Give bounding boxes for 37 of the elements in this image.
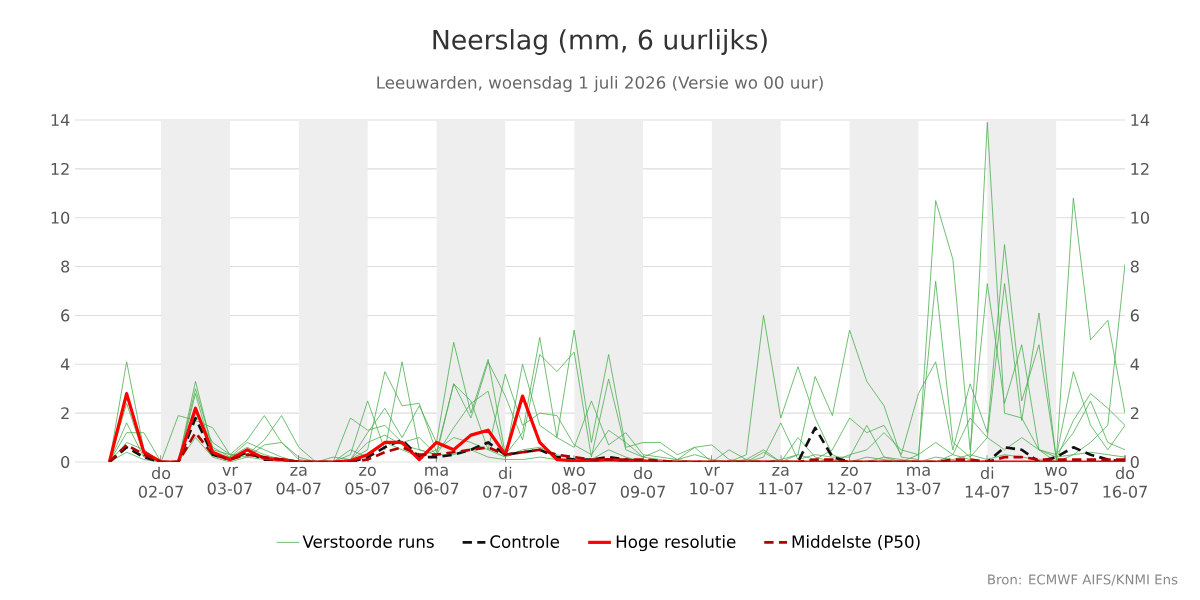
y2-tick-label: 6 <box>1130 309 1139 322</box>
y-tick-label: 6 <box>61 309 70 322</box>
y-tick-label: 14 <box>51 114 70 126</box>
x-tick-label: vr 10-07 <box>690 466 734 495</box>
y-tick-label: 4 <box>60 358 70 371</box>
x-tick-label: di 07-07 <box>483 466 528 498</box>
legend-label: Middelste (P50) <box>792 535 920 550</box>
x-tick-label: wo 08-07 <box>551 466 597 495</box>
y2-tick-label: 2 <box>1130 407 1139 420</box>
x-tick-label: ma 13-07 <box>896 466 941 495</box>
y-tick-label: 12 <box>51 162 69 175</box>
y2-tick-label: 0 <box>1130 455 1139 469</box>
y2-tick-label: 8 <box>1130 260 1139 273</box>
y-tick-label: 8 <box>61 260 70 273</box>
text: Bron: ECMWF AIFS/KNMI Ens <box>988 574 1178 586</box>
y-tick-label: 0 <box>61 455 70 469</box>
legend-label: Verstoorde runs <box>302 535 434 548</box>
x-tick-label: ma 06-07 <box>414 466 459 495</box>
y2-tick-label: 4 <box>1130 358 1140 371</box>
legend-label: Controle <box>490 535 560 548</box>
x-tick-label: zo 12-07 <box>828 466 872 495</box>
x-tick-label: zo 05-07 <box>345 466 390 495</box>
y2-tick-label: 14 <box>1131 114 1150 126</box>
y2-tick-label: 12 <box>1131 162 1149 175</box>
x-tick-label: za 04-07 <box>276 466 321 495</box>
x-tick-label: do 09-07 <box>620 466 665 498</box>
x-tick-label: wo 15-07 <box>1034 466 1079 495</box>
x-tick-label: di 14-07 <box>965 466 1010 498</box>
legend-label: Hoge resolutie <box>616 535 736 552</box>
y-tick-label: 10 <box>51 211 70 224</box>
x-tick-label: do 02-07 <box>138 466 183 498</box>
y-tick-label: 2 <box>61 407 69 420</box>
y2-tick-label: 10 <box>1131 211 1150 224</box>
x-tick-label: za 11-07 <box>759 466 803 495</box>
x-tick-label: vr 03-07 <box>207 466 252 495</box>
chart-title: Neerslag (mm, 6 uurlijks) <box>433 29 767 55</box>
chart-subtitle: Leeuwarden, woensdag 1 juli 2026 (Versie wo 00 uur) <box>377 75 823 93</box>
